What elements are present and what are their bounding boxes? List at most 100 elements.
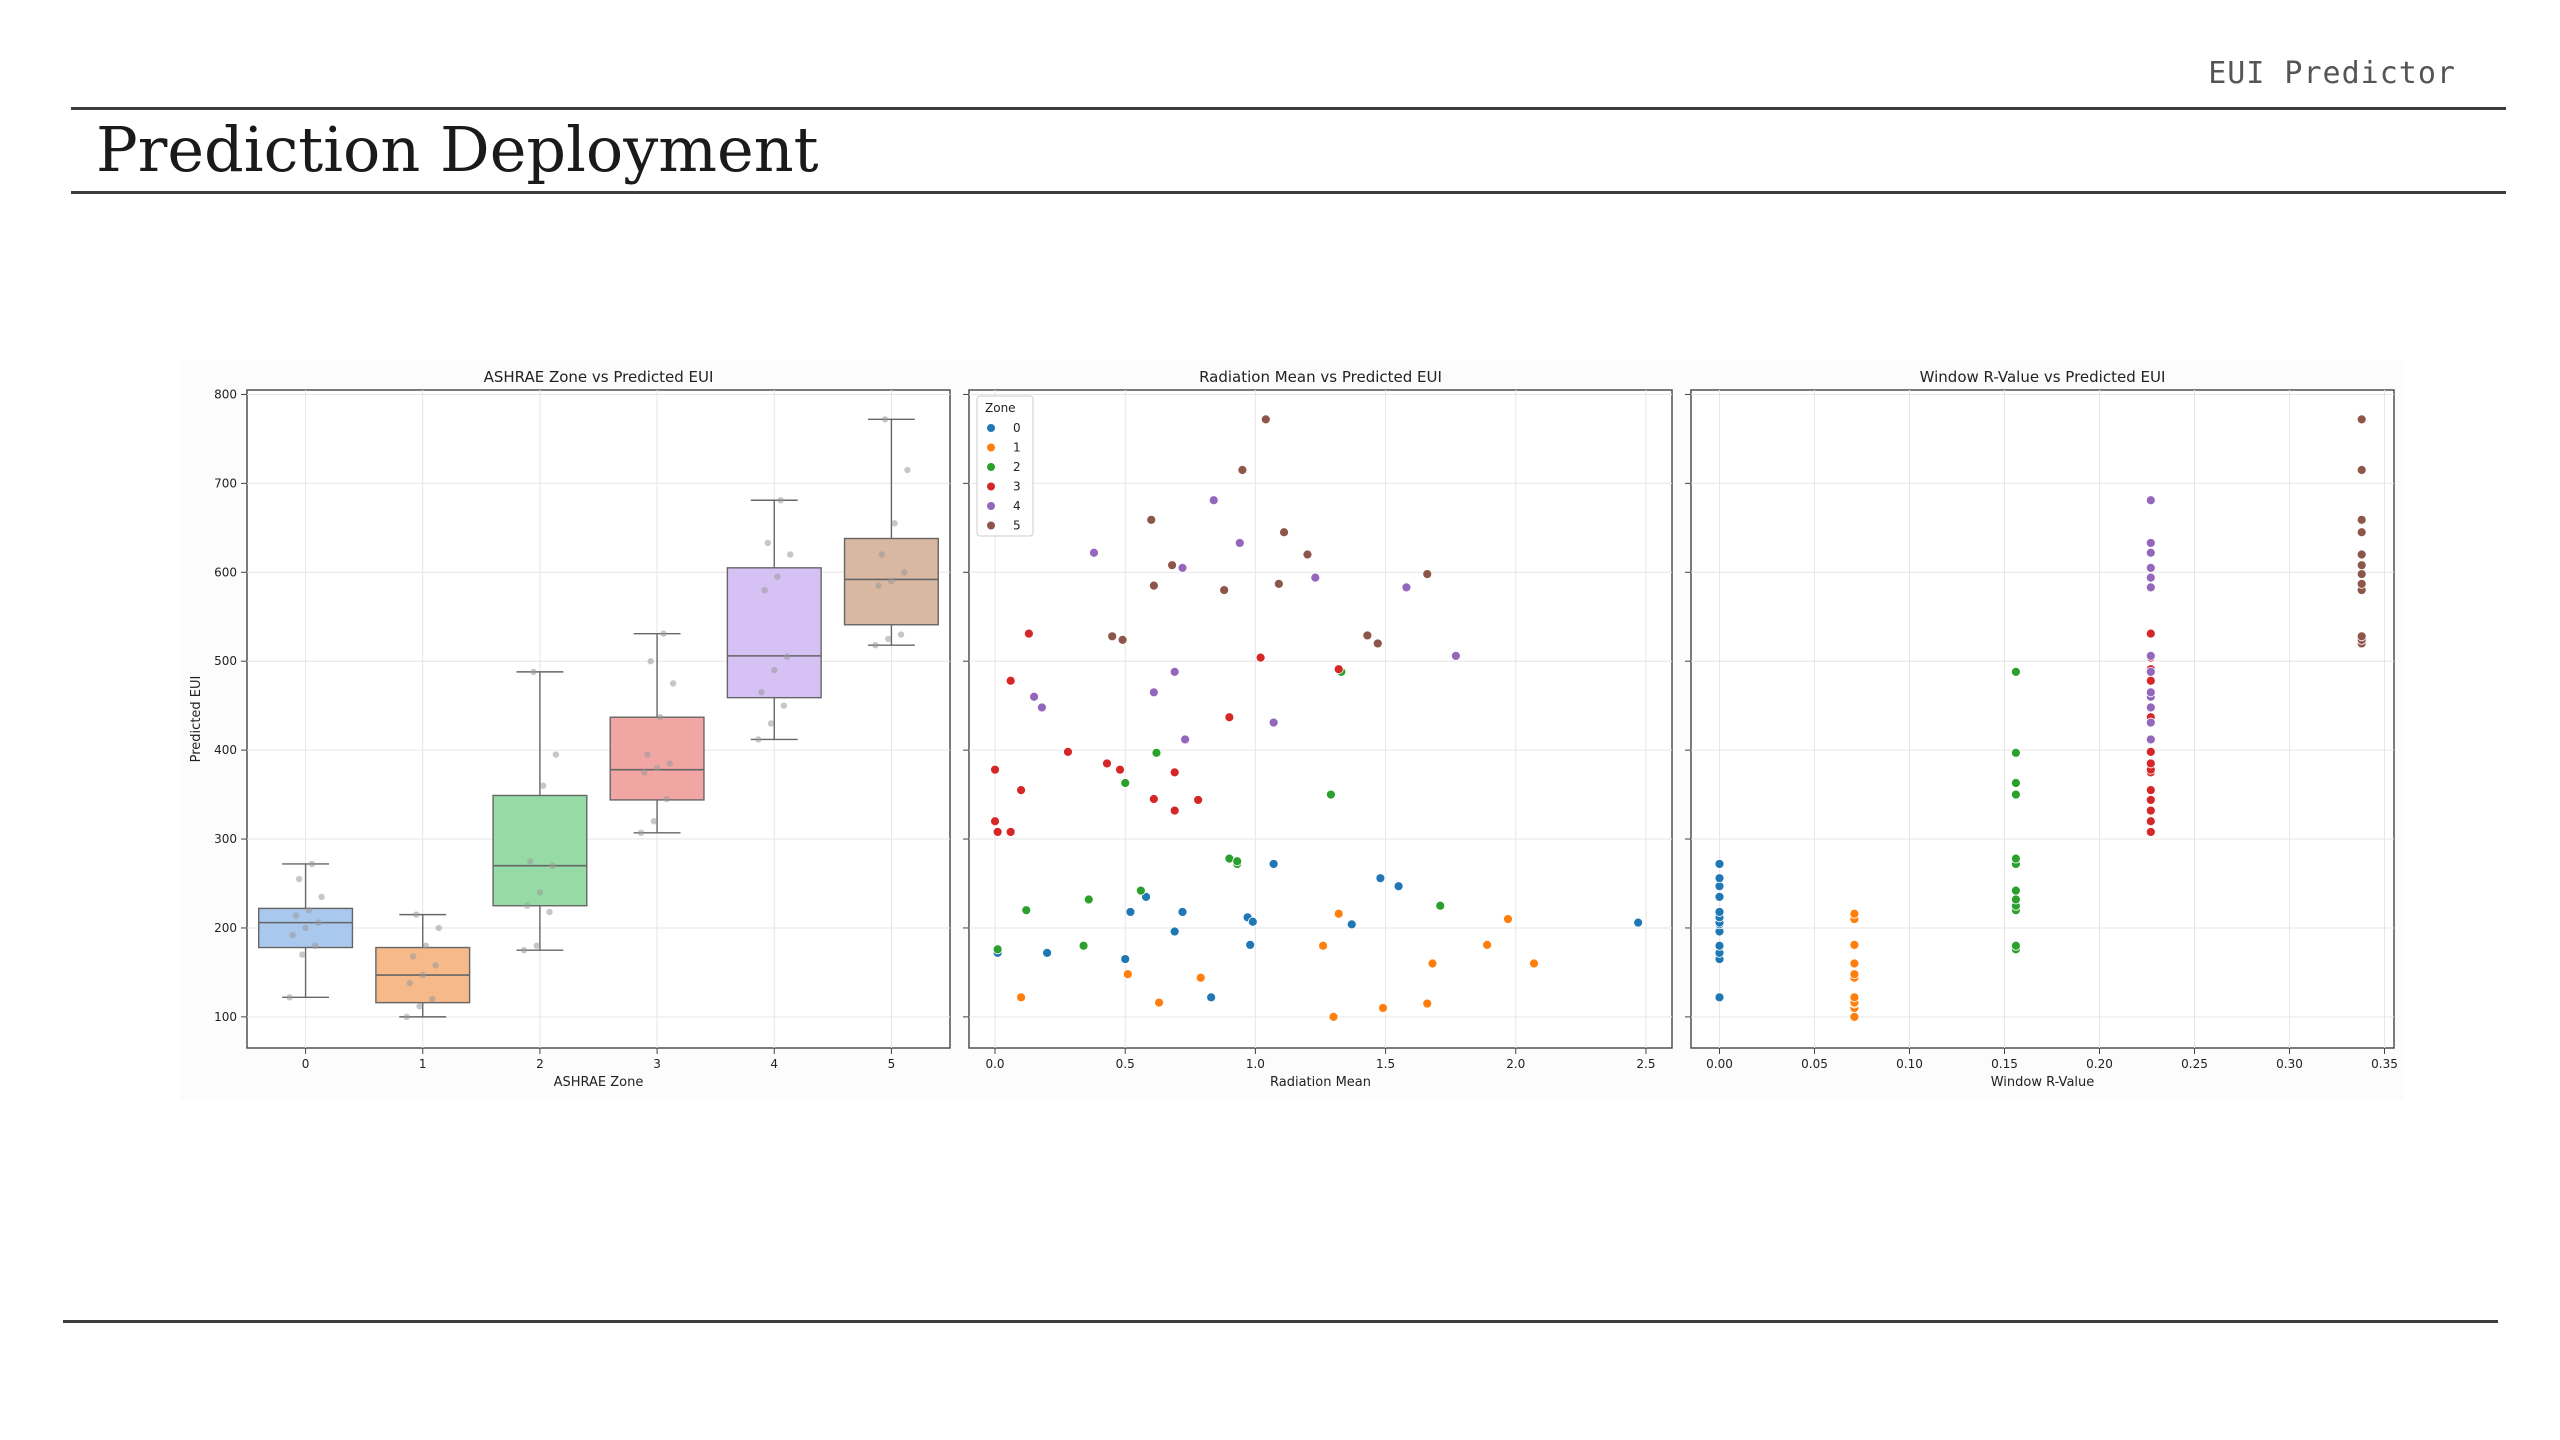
panel-3-frame (1690, 389, 2395, 1049)
box-point (780, 702, 788, 709)
scatter-point-zone-2 (1021, 905, 1032, 916)
box-point (657, 714, 664, 721)
box-point (422, 942, 430, 949)
legend-label: 4 (1013, 499, 1021, 513)
header-rule-top (71, 107, 2506, 110)
box-point (758, 689, 765, 696)
scatter-point-zone-2 (1435, 900, 1446, 911)
box-point (435, 924, 442, 932)
scatter-point-zone-3 (1193, 795, 1204, 805)
scatter-point-zone-4 (1177, 562, 1188, 573)
scatter-point-zone-4 (2145, 582, 2156, 593)
box-point (653, 764, 661, 772)
scatter-point-zone-4 (1029, 691, 1039, 702)
legend-box (976, 395, 1034, 537)
scatter-point-zone-3 (2145, 805, 2156, 816)
box-point (663, 795, 670, 803)
scatter-point-zone-5 (1302, 549, 1313, 560)
xtick-label: 1.0 (1246, 1057, 1265, 1071)
scatter-point-zone-3 (2145, 816, 2156, 827)
panel-2-title: Radiation Mean vs Predicted EUI (1199, 368, 1442, 386)
xtick-label: 0.25 (2181, 1057, 2208, 1071)
xtick-label: 0.30 (2276, 1057, 2303, 1071)
ytick-label: 100 (214, 1010, 237, 1024)
box-point (872, 641, 879, 649)
scatter-point-zone-3 (2145, 746, 2156, 757)
box-point (299, 951, 306, 958)
scatter-point-zone-3 (1005, 675, 1016, 686)
scatter-point-zone-0 (1714, 859, 1725, 869)
scatter-point-zone-4 (2145, 495, 2156, 506)
box-point (533, 942, 540, 949)
scatter-point-zone-3 (1224, 712, 1235, 723)
scatter-point-zone-4 (1310, 572, 1321, 583)
scatter-point-zone-2 (1151, 747, 1162, 758)
legend-label: 3 (1013, 480, 1021, 494)
box-point (644, 751, 651, 758)
scatter-point-zone-2 (1135, 885, 1146, 896)
xtick-label: 0 (302, 1057, 310, 1071)
scatter-point-zone-4 (2145, 666, 2156, 677)
scatter-point-zone-2 (1083, 894, 1094, 905)
box-point (660, 630, 667, 637)
scatter-point-zone-2 (2011, 853, 2021, 864)
scatter-point-zone-2 (1326, 789, 1336, 800)
box-point (878, 551, 886, 558)
scatter-point-zone-1 (1378, 1003, 1388, 1013)
box-zone-2 (492, 794, 588, 907)
scatter-point-zone-1 (1849, 939, 1860, 950)
box-point (771, 666, 778, 674)
scatter-point-zone-2 (1120, 778, 1131, 788)
scatter-point-zone-2 (2011, 894, 2021, 905)
scatter-point-zone-5 (2356, 569, 2367, 579)
box-point (523, 902, 531, 909)
xtick-label: 5 (888, 1057, 896, 1071)
scatter-point-zone-0 (1042, 947, 1053, 958)
scatter-point-zone-0 (1633, 917, 1644, 928)
box-point (302, 924, 309, 932)
scatter-point-zone-2 (992, 944, 1003, 955)
box-point (647, 658, 654, 665)
xtick-label: 4 (770, 1057, 778, 1071)
box-point (875, 582, 882, 589)
box-point (536, 889, 544, 896)
legend-label: 5 (1013, 519, 1021, 533)
panel-1-title: ASHRAE Zone vs Predicted EUI (484, 368, 714, 386)
box-point (764, 539, 772, 547)
scatter-point-zone-0 (1120, 954, 1131, 964)
scatter-point-zone-0 (1247, 916, 1258, 927)
ytick-label: 500 (214, 654, 237, 668)
box-point (761, 586, 768, 594)
xtick-label: 0.05 (1801, 1057, 1828, 1071)
scatter-point-zone-2 (2011, 885, 2021, 896)
scatter-point-zone-1 (1422, 998, 1433, 1009)
scatter-point-zone-1 (1849, 908, 1860, 919)
xtick-label: 3 (653, 1057, 661, 1071)
scatter-point-zone-3 (2145, 675, 2156, 686)
legend-label: 1 (1013, 441, 1021, 455)
legend-title: Zone (985, 401, 1016, 415)
box-point (891, 520, 898, 527)
scatter-point-zone-5 (1148, 580, 1159, 591)
box-point (783, 653, 791, 660)
box-point (637, 829, 645, 837)
scatter-point-zone-2 (2011, 789, 2021, 800)
scatter-point-zone-5 (1260, 414, 1271, 425)
xtick-label: 0.15 (1991, 1057, 2018, 1071)
scatter-point-zone-5 (2356, 527, 2367, 538)
scatter-point-zone-3 (1016, 785, 1026, 796)
scatter-point-zone-1 (1849, 992, 1860, 1003)
scatter-point-zone-0 (1375, 873, 1386, 884)
box-point (403, 1013, 410, 1021)
scatter-point-zone-5 (1273, 578, 1284, 589)
ytick-label: 600 (214, 565, 237, 579)
panel-2-xlabel: Radiation Mean (1270, 1075, 1371, 1090)
scatter-point-zone-3 (1102, 758, 1112, 769)
box-point (755, 736, 762, 743)
xtick-label: 0.10 (1896, 1057, 1923, 1071)
scatter-point-zone-0 (1177, 907, 1188, 917)
scatter-point-zone-4 (1169, 666, 1180, 677)
box-point (413, 911, 420, 918)
scatter-point-zone-5 (1237, 465, 1248, 475)
scatter-point-zone-5 (2356, 560, 2367, 571)
